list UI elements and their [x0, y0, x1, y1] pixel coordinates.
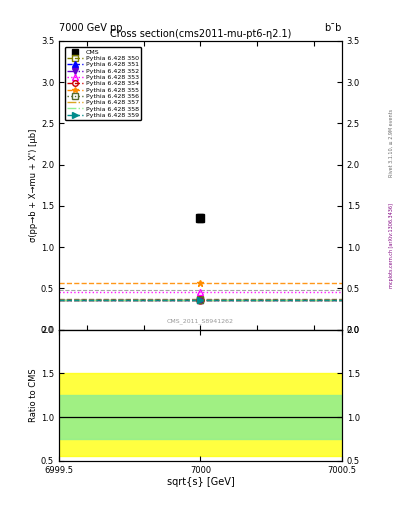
- Text: mcplots.cern.ch [arXiv:1306.3436]: mcplots.cern.ch [arXiv:1306.3436]: [389, 203, 393, 288]
- Bar: [59, 395, 342, 439]
- Text: 7000 GeV pp: 7000 GeV pp: [59, 23, 123, 33]
- Y-axis label: Ratio to CMS: Ratio to CMS: [29, 369, 38, 422]
- Text: b¯b: b¯b: [325, 23, 342, 33]
- Bar: [59, 373, 342, 456]
- Legend: CMS, Pythia 6.428 350, Pythia 6.428 351, Pythia 6.428 352, Pythia 6.428 353, Pyt: CMS, Pythia 6.428 350, Pythia 6.428 351,…: [65, 47, 141, 120]
- Y-axis label: σ(pp→b + X→mu + X') [μb]: σ(pp→b + X→mu + X') [μb]: [29, 129, 38, 242]
- Text: Rivet 3.1.10, ≥ 2.9M events: Rivet 3.1.10, ≥ 2.9M events: [389, 109, 393, 178]
- X-axis label: sqrt{s} [GeV]: sqrt{s} [GeV]: [167, 477, 234, 487]
- Title: Cross section(cms2011-mu-pt6-η2.1): Cross section(cms2011-mu-pt6-η2.1): [110, 29, 291, 39]
- Text: CMS_2011_S8941262: CMS_2011_S8941262: [167, 318, 234, 324]
